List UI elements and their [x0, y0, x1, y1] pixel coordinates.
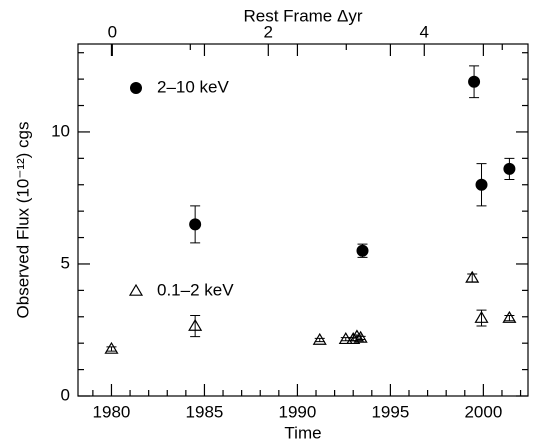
data-point — [349, 329, 364, 342]
data-point — [188, 318, 203, 331]
data-point — [189, 218, 202, 231]
plot-frame — [77, 43, 529, 397]
data-point — [338, 332, 353, 345]
legend-marker — [128, 283, 144, 296]
x-tick-label: 1980 — [93, 402, 131, 421]
data-point — [353, 330, 368, 343]
error-bar — [355, 335, 366, 340]
y-tick-label: 10 — [51, 121, 70, 140]
data-point — [503, 162, 516, 175]
error-bar — [504, 314, 515, 322]
data-point — [502, 310, 517, 323]
data-point — [475, 178, 488, 191]
top-axis-title: Rest Frame Δyr — [243, 6, 362, 25]
x-tick-label: 1995 — [371, 402, 409, 421]
data-point — [465, 270, 480, 283]
x-axis-title: Time — [284, 423, 321, 442]
legend-label: 0.1–2 keV — [157, 280, 234, 299]
data-point — [474, 310, 489, 323]
x-tick-label: 1990 — [279, 402, 317, 421]
y-tick-label: 0 — [61, 385, 70, 404]
x-tick-label: 2000 — [464, 402, 502, 421]
data-point — [356, 244, 369, 257]
x-tick-label: 1985 — [186, 402, 224, 421]
data-point — [104, 341, 119, 354]
legend-marker — [130, 82, 142, 94]
legend-label: 2–10 keV — [157, 77, 229, 96]
error-bar — [106, 346, 117, 352]
y-tick-label: 5 — [61, 253, 70, 272]
y-axis-title: Observed Flux (10⁻¹²) cgs — [13, 122, 32, 319]
data-point — [468, 75, 481, 88]
x2-tick-label: 4 — [420, 22, 429, 41]
data-point — [312, 332, 327, 345]
x2-tick-label: 0 — [108, 22, 117, 41]
error-bar — [314, 337, 325, 343]
x2-tick-label: 2 — [264, 22, 273, 41]
